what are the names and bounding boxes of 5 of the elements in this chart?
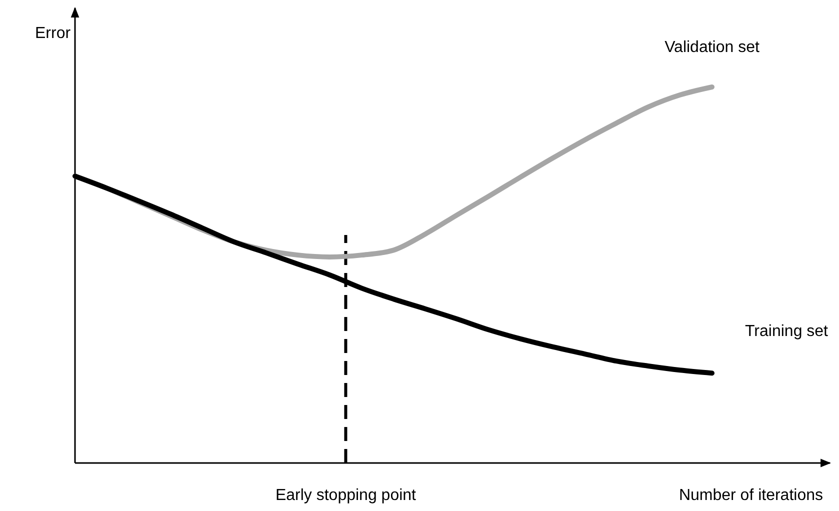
y-axis-title: Error xyxy=(35,25,72,42)
text: Training set xyxy=(745,323,829,340)
x-axis-title: Number of iterations xyxy=(678,487,823,504)
text: Early stopping point xyxy=(275,487,417,504)
text: Validation set xyxy=(664,39,760,56)
